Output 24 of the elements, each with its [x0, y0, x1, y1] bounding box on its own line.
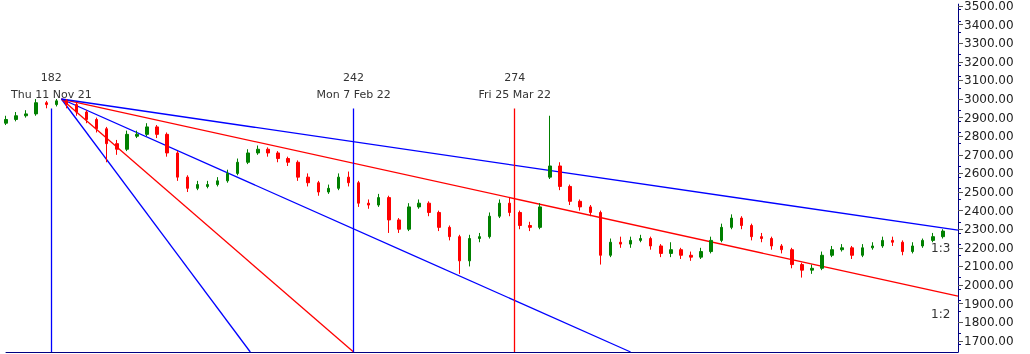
y-tick-label: 3400.00 — [964, 17, 1014, 32]
y-tick-label: 2000.00 — [964, 278, 1014, 293]
y-tick-label: 3500.00 — [964, 0, 1014, 13]
y-tick-label: 2600.00 — [964, 166, 1014, 181]
y-tick-label: 2700.00 — [964, 147, 1014, 162]
ref-line-label: 274 Fri 25 Mar 22 — [478, 71, 551, 102]
y-tick-label: 2400.00 — [964, 203, 1014, 218]
y-tick-label: 1700.00 — [964, 333, 1014, 348]
y-tick-label: 3300.00 — [964, 36, 1014, 51]
y-tick-label: 2800.00 — [964, 129, 1014, 144]
y-tick-label: 1900.00 — [964, 296, 1014, 311]
y-tick-label: 2300.00 — [964, 222, 1014, 237]
ref-line-label: 242 Mon 7 Feb 22 — [316, 71, 391, 102]
y-tick-label: 3100.00 — [964, 73, 1014, 88]
y-tick-label: 1800.00 — [964, 315, 1014, 330]
y-tick-label: 2500.00 — [964, 185, 1014, 200]
y-tick-label: 2200.00 — [964, 240, 1014, 255]
y-tick-label: 3200.00 — [964, 54, 1014, 69]
series-label: 1:3 — [931, 241, 951, 256]
ref-line-label: 182 Thu 11 Nov 21 — [10, 71, 92, 102]
y-tick-label: 3000.00 — [964, 92, 1014, 107]
series-label: 1:2 — [931, 307, 951, 322]
y-tick-label: 2900.00 — [964, 110, 1014, 125]
y-tick-label: 2100.00 — [964, 259, 1014, 274]
